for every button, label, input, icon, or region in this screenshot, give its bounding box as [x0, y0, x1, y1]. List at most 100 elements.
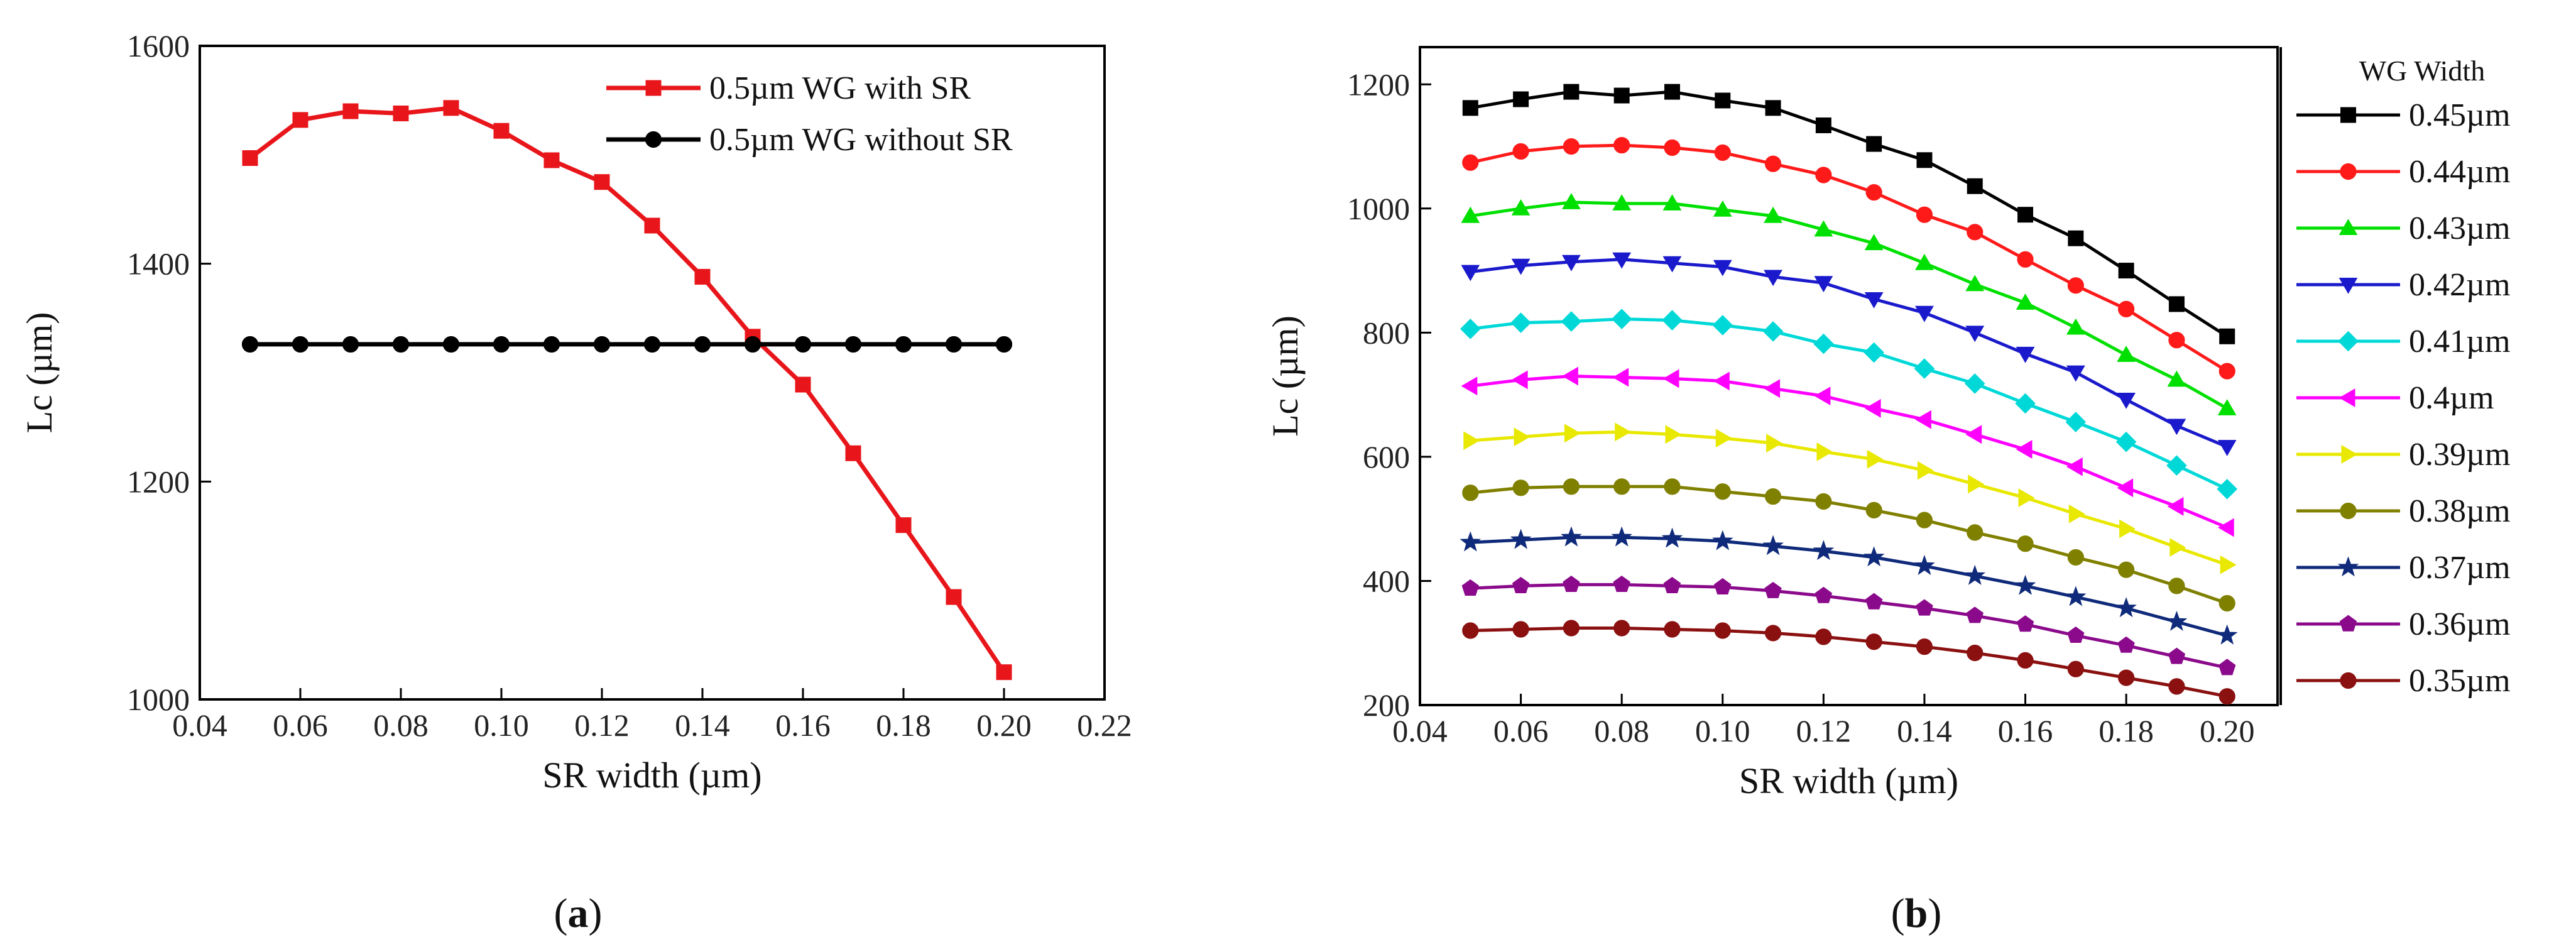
caption-letter-b: b: [1905, 890, 1928, 936]
data-point-a-1: [644, 217, 660, 234]
data-point-b-1: [1916, 152, 1933, 168]
data-point-b-1: [1513, 91, 1529, 107]
data-point-b-6: [1461, 376, 1478, 396]
data-point-b-11: [1613, 620, 1630, 637]
data-point-b-8: [1815, 493, 1832, 510]
data-point-b-7: [2068, 504, 2085, 523]
chart-panel-a: 0.04 0.06 0.08 0.10 0.12 0.14 0.16 0.18 0.20 0.22…: [19, 28, 1132, 936]
data-point-b-6: [1764, 379, 1781, 398]
x-axis-label-b: SR width (µm): [1739, 760, 1958, 801]
data-point-b-7: [1766, 434, 1782, 453]
data-point-b-11: [1563, 620, 1580, 637]
data-point-b-4: [1511, 258, 1531, 275]
data-point-b-10: [2168, 647, 2186, 664]
x-tick-label-b: 0.14: [1897, 713, 1952, 748]
series-line-b-8: [1470, 484, 2228, 605]
data-point-b-11: [1462, 622, 1479, 639]
data-point-b-5: [1712, 315, 1733, 336]
legend-label-b-2: 0.44µm: [2409, 154, 2510, 190]
data-point-b-9: [1561, 526, 1582, 547]
legend-label-b-5: 0.41µm: [2409, 324, 2510, 359]
data-point-b-3: [1662, 194, 1682, 211]
data-point-b-5: [1460, 319, 1481, 339]
data-point-a-1: [242, 150, 258, 167]
legend-marker-a-1: [645, 80, 662, 96]
data-point-a-2: [945, 336, 963, 353]
data-point-a-2: [241, 336, 259, 353]
data-point-b-3: [1764, 206, 1782, 223]
data-point-b-2: [2118, 300, 2135, 317]
data-point-a-1: [594, 174, 610, 190]
data-point-b-7: [1514, 427, 1531, 447]
data-point-b-2: [2219, 363, 2235, 380]
data-point-b-3: [2217, 399, 2237, 415]
data-point-b-2: [1764, 155, 1782, 172]
x-tick-label-a: 0.18: [876, 708, 931, 743]
data-point-b-2: [1967, 224, 1984, 241]
data-point-b-10: [2219, 659, 2236, 676]
data-point-b-1: [1765, 100, 1781, 116]
series-line-b-5: [1470, 317, 2228, 491]
y-axis-label-b: Lc (µm): [1265, 315, 1306, 437]
legend-label-a-1: 0.5µm WG with SR: [709, 70, 971, 106]
data-point-b-11: [1865, 633, 1882, 650]
data-point-b-9: [1813, 540, 1835, 561]
x-tick-label-a: 0.06: [273, 708, 328, 743]
data-point-b-8: [1967, 524, 1984, 541]
data-point-b-8: [2168, 578, 2185, 594]
data-point-b-9: [1863, 546, 1885, 567]
x-tick-label-b: 0.20: [2200, 713, 2255, 748]
data-point-b-3: [1713, 200, 1732, 217]
data-point-b-1: [1967, 178, 1983, 194]
data-point-b-9: [1661, 527, 1683, 548]
data-point-a-2: [292, 336, 309, 353]
data-point-b-2: [1865, 184, 1882, 201]
legend-marker-b-5: [2338, 331, 2359, 352]
data-point-b-3: [2066, 318, 2085, 335]
legend-title-b: WG Width: [2359, 55, 2485, 87]
legend-label-b-3: 0.43µm: [2409, 211, 2510, 246]
x-tick-label-a: 0.14: [675, 708, 730, 743]
series-line-b-3: [1470, 200, 2228, 410]
data-point-a-1: [393, 105, 409, 121]
y-tick-label-b: 600: [1363, 439, 1410, 474]
data-point-a-2: [493, 336, 510, 353]
data-point-b-4: [1764, 270, 1782, 287]
data-point-b-4: [1662, 256, 1682, 273]
data-point-b-2: [1563, 138, 1580, 155]
data-point-b-8: [1613, 478, 1630, 495]
data-point-b-11: [1916, 638, 1933, 655]
data-point-b-3: [1511, 199, 1531, 216]
data-point-b-10: [1865, 593, 1883, 610]
y-tick-label-b: 800: [1363, 315, 1410, 350]
data-point-b-5: [1611, 309, 1632, 329]
data-point-a-2: [694, 336, 711, 353]
data-point-b-3: [2117, 346, 2136, 362]
data-point-a-1: [443, 100, 459, 116]
legend-label-b-1: 0.45µm: [2409, 97, 2510, 133]
data-point-b-4: [1461, 265, 1480, 282]
data-point-b-5: [1762, 321, 1784, 342]
data-point-b-9: [1611, 526, 1633, 547]
data-point-b-6: [1713, 371, 1730, 391]
data-point-b-9: [2216, 624, 2238, 645]
legend-marker-b-3: [2339, 219, 2358, 235]
data-point-b-9: [1914, 554, 1935, 576]
data-point-b-4: [2167, 419, 2186, 435]
y-tick-label-b: 1000: [1347, 191, 1410, 226]
data-point-b-10: [1916, 599, 1933, 616]
data-point-a-1: [795, 376, 811, 393]
data-point-a-2: [844, 336, 862, 353]
data-point-b-6: [2117, 478, 2134, 498]
data-point-b-11: [1664, 621, 1681, 638]
y-tick-label-a: 1600: [127, 28, 190, 63]
legend-marker-b-10: [2339, 615, 2357, 632]
data-point-b-7: [1968, 474, 1984, 494]
data-point-b-2: [1462, 154, 1479, 171]
panel-caption-a: (a): [554, 890, 603, 936]
series-line-b-9: [1470, 535, 2228, 637]
data-point-b-5: [1964, 373, 1985, 394]
x-tick-label-b: 0.10: [1695, 713, 1750, 748]
data-point-b-8: [2219, 594, 2235, 612]
x-tick-label-a: 0.10: [474, 708, 529, 743]
